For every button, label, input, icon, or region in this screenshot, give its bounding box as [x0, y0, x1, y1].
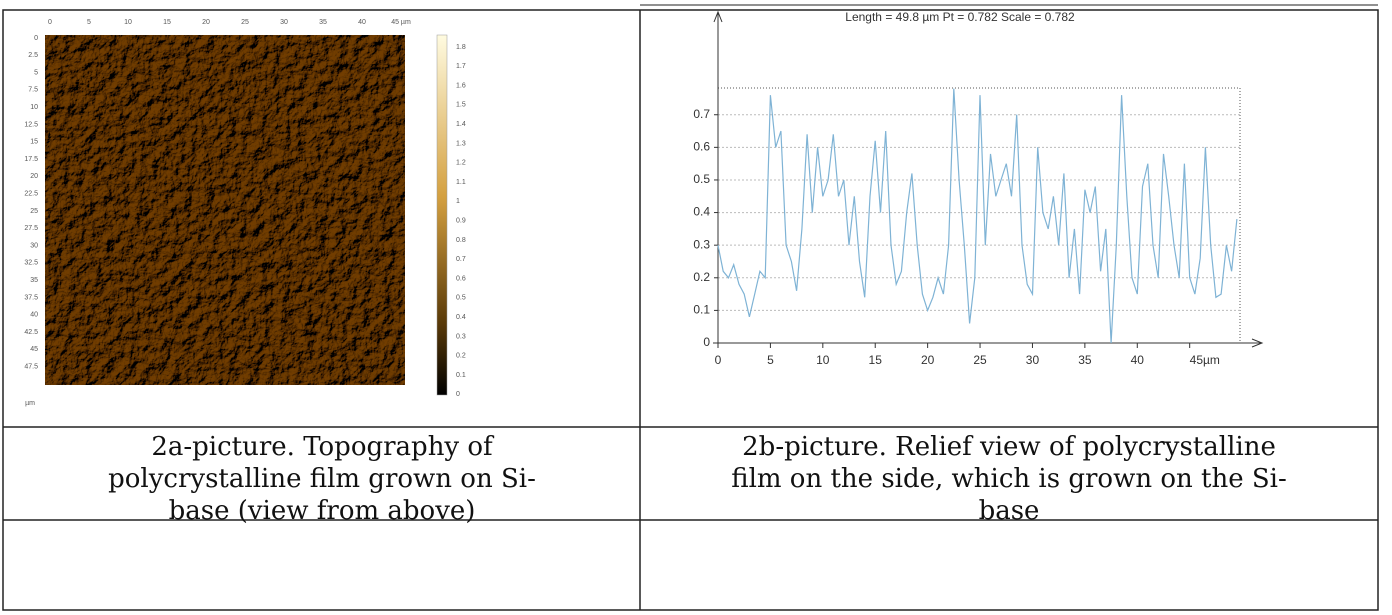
afm-y-label: 30 [30, 242, 38, 249]
afm-x-label: 5 [87, 19, 91, 26]
afm-unit: µm [25, 400, 35, 407]
x-tick-label: 5 [767, 353, 774, 367]
afm-x-label: 20 [202, 19, 210, 26]
afm-y-label: 12.5 [24, 121, 38, 128]
colorbar-label: 0.1 [456, 372, 466, 379]
colorbar-label: 0.9 [456, 218, 466, 225]
colorbar-label: 0.8 [456, 237, 466, 244]
afm-x-label: 25 [241, 19, 249, 26]
caption-line: polycrystalline film grown on Si- [108, 464, 536, 494]
x-tick-label: 10 [816, 353, 830, 367]
afm-x-label: 35 [319, 19, 327, 26]
profile-chart: Length = 49.8 µm Pt = 0.782 Scale = 0.78… [693, 10, 1264, 367]
y-tick-label: 0.5 [693, 172, 710, 186]
afm-y-label: 5 [34, 69, 38, 76]
afm-x-label: 45 µm [391, 19, 411, 26]
x-tick-label: 15 [869, 353, 883, 367]
afm-x-label: 10 [124, 19, 132, 26]
afm-y-label: 0 [34, 35, 38, 42]
chart-title: Length = 49.8 µm Pt = 0.782 Scale = 0.78… [845, 10, 1075, 24]
afm-y-label: 10 [30, 104, 38, 111]
afm-y-label: 20 [30, 173, 38, 180]
x-axis [713, 338, 1264, 348]
afm-y-label: 17.5 [24, 156, 38, 163]
y-tick-label: 0.4 [693, 205, 710, 219]
table-borders [2, 9, 1379, 611]
y-tick-label: 0.3 [693, 237, 710, 251]
y-tick-label: 0.6 [693, 140, 710, 154]
afm-topography [45, 35, 405, 385]
profile-line [717, 88, 1238, 344]
afm-y-label: 42.5 [24, 329, 38, 336]
colorbar-label: 0.7 [456, 256, 466, 263]
colorbar-label: 1.4 [456, 121, 466, 128]
afm-y-label: 22.5 [24, 191, 38, 198]
afm-y-label: 25 [30, 208, 38, 215]
colorbar-label: 0.3 [456, 333, 466, 340]
colorbar-label: 0.2 [456, 353, 466, 360]
colorbar-label: 1.3 [456, 140, 466, 147]
y-tick-label: 0.1 [693, 303, 710, 317]
x-tick-label: 30 [1026, 353, 1040, 367]
afm-y-label: 15 [30, 139, 38, 146]
colorbar-label: 0.4 [456, 314, 466, 321]
afm-y-label: 7.5 [28, 87, 38, 94]
afm-x-label: 40 [358, 19, 366, 26]
afm-x-label: 0 [48, 19, 52, 26]
x-tick-label: 40 [1131, 353, 1145, 367]
colorbar-label: 1.1 [456, 179, 466, 186]
afm-y-label: 32.5 [24, 260, 38, 267]
x-tick-label: 25 [973, 353, 987, 367]
afm-y-label: 37.5 [24, 294, 38, 301]
afm-y-label: 40 [30, 312, 38, 319]
y-tick-label: 0.2 [693, 270, 710, 284]
afm-y-label: 47.5 [24, 364, 38, 371]
afm-y-label: 45 [30, 346, 38, 353]
y-tick-label: 0 [703, 335, 710, 349]
afm-x-label: 30 [280, 19, 288, 26]
caption-line: base (view from above) [169, 496, 476, 526]
colorbar-label: 1 [456, 198, 460, 205]
colorbar-label: 1.7 [456, 63, 466, 70]
x-tick-label: 45µm [1190, 353, 1220, 367]
colorbar [436, 34, 448, 396]
caption-line: 2b-picture. Relief view of polycrystalli… [742, 432, 1276, 462]
x-tick-label: 20 [921, 353, 935, 367]
afm-x-label: 15 [163, 19, 171, 26]
colorbar-label: 0.6 [456, 275, 466, 282]
colorbar-label: 1.8 [456, 44, 466, 51]
caption-line: 2a-picture. Topography of [151, 432, 495, 462]
x-tick-label: 0 [715, 353, 722, 367]
caption-line: base [979, 496, 1040, 526]
colorbar-label: 1.5 [456, 102, 466, 109]
caption-line: film on the side, which is grown on the … [731, 464, 1287, 494]
colorbar-label: 1.6 [456, 82, 466, 89]
afm-y-label: 35 [30, 277, 38, 284]
afm-y-label: 2.5 [28, 52, 38, 59]
colorbar-label: 0.5 [456, 295, 466, 302]
colorbar-label: 0 [456, 391, 460, 398]
y-tick-label: 0.7 [693, 107, 710, 121]
colorbar-label: 1.2 [456, 160, 466, 167]
afm-y-label: 27.5 [24, 225, 38, 232]
x-tick-label: 35 [1078, 353, 1092, 367]
y-axis [713, 10, 723, 348]
